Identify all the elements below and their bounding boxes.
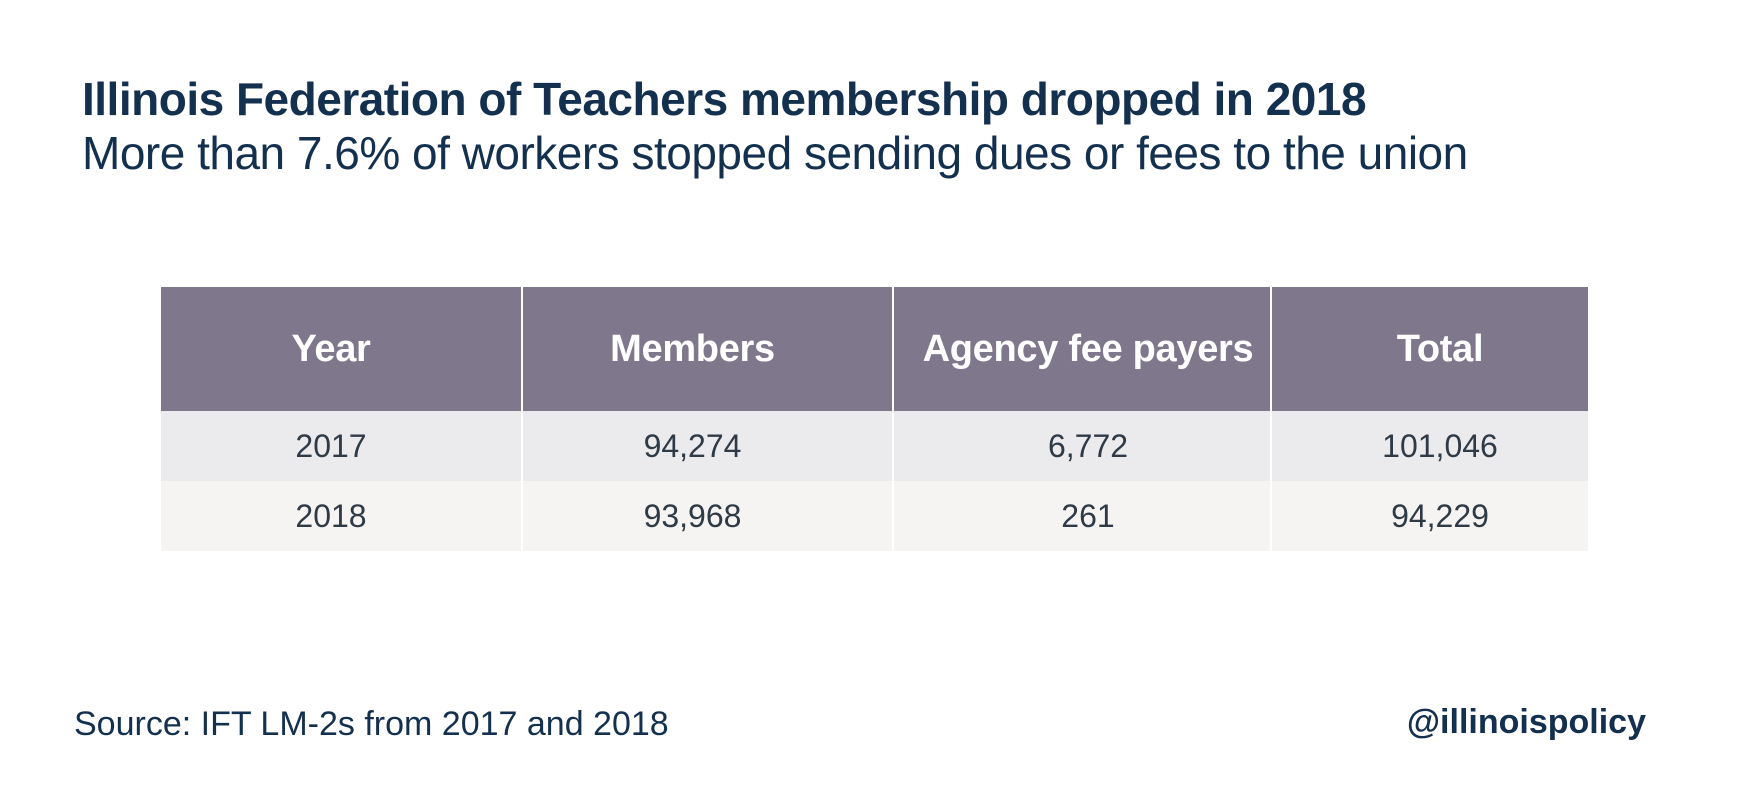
column-header-members: Members [521,287,893,411]
source-note: Source: IFT LM-2s from 2017 and 2018 [74,705,669,743]
table-header: Year Members Agency fee payers Total [161,287,1588,411]
cell-year: 2018 [161,481,522,551]
chart-subtitle: More than 7.6% of workers stopped sendin… [82,127,1468,179]
cell-members: 94,274 [521,411,893,481]
cell-year: 2017 [161,411,522,481]
table-body: 2017 94,274 6,772 101,046 2018 93,968 26… [161,411,1588,551]
header-row: Year Members Agency fee payers Total [161,287,1588,411]
cell-agency-fee-payers: 261 [892,481,1271,551]
cell-members: 93,968 [521,481,893,551]
table-row: 2017 94,274 6,772 101,046 [161,411,1588,481]
cell-agency-fee-payers: 6,772 [892,411,1271,481]
chart-title: Illinois Federation of Teachers membersh… [82,73,1367,125]
membership-table-container: Year Members Agency fee payers Total 201… [161,287,1588,551]
column-header-year: Year [161,287,522,411]
cell-total: 101,046 [1270,411,1588,481]
column-header-agency-fee-payers: Agency fee payers [892,287,1271,411]
table-row: 2018 93,968 261 94,229 [161,481,1588,551]
membership-table: Year Members Agency fee payers Total 201… [161,287,1588,551]
brand-handle: @illinoispolicy [1406,703,1646,741]
column-header-total: Total [1270,287,1588,411]
cell-total: 94,229 [1270,481,1588,551]
